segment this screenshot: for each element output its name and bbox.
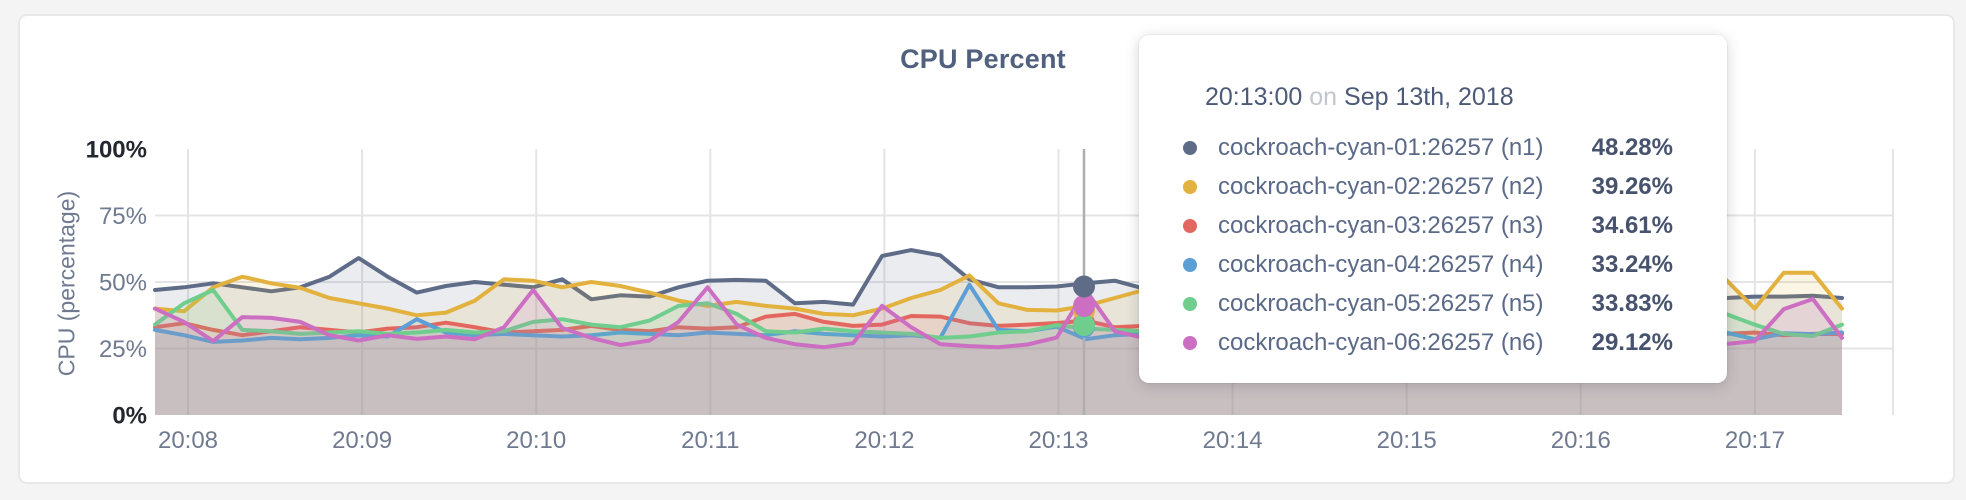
series-name: cockroach-cyan-04:26257 (n4) xyxy=(1218,250,1544,278)
series-name: cockroach-cyan-05:26257 (n5) xyxy=(1218,289,1544,317)
tooltip-date: Sep 13th, 2018 xyxy=(1344,83,1514,111)
hover-point-dot xyxy=(1073,275,1095,298)
x-axis-tick-label: 20:12 xyxy=(854,427,914,454)
tooltip-legend: cockroach-cyan-01:26257 (n1) 48.28% cockro… xyxy=(1183,128,1673,362)
y-axis-tick-label: 100% xyxy=(86,137,147,164)
series-area xyxy=(155,287,1842,415)
tooltip-row: cockroach-cyan-02:26257 (n2) 39.26% xyxy=(1183,167,1673,206)
tooltip-timestamp: 20:13:00 on Sep 13th, 2018 xyxy=(1205,83,1673,112)
series-value: 33.24% xyxy=(1591,250,1673,278)
hover-point-dot xyxy=(1073,294,1095,317)
hover-point-dot xyxy=(1073,314,1095,337)
series-name: cockroach-cyan-03:26257 (n3) xyxy=(1218,211,1544,239)
series-value: 29.12% xyxy=(1591,328,1673,356)
y-axis-tick-label: 50% xyxy=(99,270,147,297)
series-color-dot-icon xyxy=(1183,140,1197,155)
x-axis-tick-label: 20:08 xyxy=(158,427,218,454)
series-color-dot-icon xyxy=(1183,335,1197,350)
series-value: 34.61% xyxy=(1591,211,1673,239)
hover-tooltip: 20:13:00 on Sep 13th, 2018 cockroach-cya… xyxy=(1139,35,1727,383)
x-axis-tick-label: 20:14 xyxy=(1203,427,1263,454)
x-axis-tick-label: 20:13 xyxy=(1028,427,1088,454)
series-value: 39.26% xyxy=(1591,172,1673,200)
series-value: 48.28% xyxy=(1591,133,1673,161)
x-axis-tick-label: 20:15 xyxy=(1377,427,1437,454)
tooltip-time: 20:13:00 xyxy=(1205,83,1303,111)
series-name: cockroach-cyan-06:26257 (n6) xyxy=(1218,328,1544,356)
series-value: 33.83% xyxy=(1591,289,1673,317)
series-color-dot-icon xyxy=(1183,179,1197,194)
x-axis-tick-label: 20:16 xyxy=(1551,427,1611,454)
series-color-dot-icon xyxy=(1183,257,1197,272)
tooltip-row: cockroach-cyan-05:26257 (n5) 33.83% xyxy=(1183,284,1673,323)
tooltip-row: cockroach-cyan-04:26257 (n4) 33.24% xyxy=(1183,245,1673,284)
x-axis-tick-label: 20:11 xyxy=(681,427,739,454)
y-axis-tick-label: 75% xyxy=(99,203,147,230)
tooltip-on-label: on xyxy=(1309,83,1338,111)
chart-title: CPU Percent xyxy=(900,44,1066,74)
series-color-dot-icon xyxy=(1183,296,1197,311)
series-color-dot-icon xyxy=(1183,218,1197,233)
x-axis-tick-label: 20:17 xyxy=(1725,427,1785,454)
x-axis-tick-label: 20:09 xyxy=(332,427,392,454)
x-axis-tick-label: 20:10 xyxy=(506,427,566,454)
series-name: cockroach-cyan-01:26257 (n1) xyxy=(1218,133,1544,161)
tooltip-row: cockroach-cyan-01:26257 (n1) 48.28% xyxy=(1183,128,1673,167)
y-axis-tick-label: 0% xyxy=(112,403,147,430)
y-axis-tick-label: 25% xyxy=(99,336,147,363)
tooltip-row: cockroach-cyan-06:26257 (n6) 29.12% xyxy=(1183,323,1673,362)
series-area xyxy=(155,290,1842,415)
tooltip-row: cockroach-cyan-03:26257 (n3) 34.61% xyxy=(1183,206,1673,245)
series-name: cockroach-cyan-02:26257 (n2) xyxy=(1218,172,1544,200)
